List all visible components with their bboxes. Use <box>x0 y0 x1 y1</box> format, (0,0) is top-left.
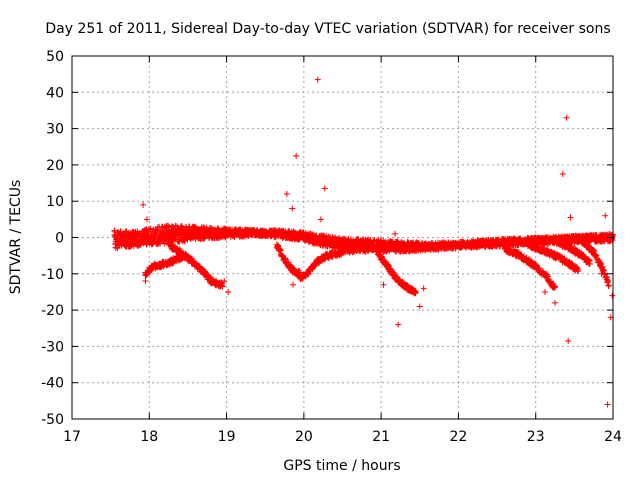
data-point <box>293 152 300 159</box>
y-tick-label: 50 <box>46 49 64 65</box>
series-arc-19.8 <box>273 241 303 279</box>
data-point <box>289 205 296 212</box>
data-point <box>321 185 328 192</box>
data-point <box>567 214 574 221</box>
y-tick-label: -30 <box>41 339 64 355</box>
data-point <box>609 292 616 299</box>
data-point <box>142 278 149 285</box>
y-tick-label: -40 <box>41 376 64 392</box>
series-arc-18.0 <box>142 251 187 279</box>
chart-title: Day 251 of 2011, Sidereal Day-to-day VTE… <box>45 21 610 37</box>
data-point <box>283 190 290 197</box>
y-axis-label: SDTVAR / TECUs <box>8 180 24 295</box>
data-point <box>290 281 297 288</box>
data-point <box>563 114 570 121</box>
grid <box>72 56 613 419</box>
series-band-early <box>111 222 616 255</box>
x-tick-label: 24 <box>604 429 622 445</box>
data-point <box>137 241 144 248</box>
y-tick-label: -20 <box>41 303 64 319</box>
data-point <box>541 288 548 295</box>
x-tick-label: 20 <box>295 429 313 445</box>
x-tick-label: 23 <box>527 429 545 445</box>
data-point <box>176 227 183 234</box>
data-point <box>225 288 232 295</box>
y-tick-label: 10 <box>46 194 64 210</box>
data-point <box>602 212 609 219</box>
y-tick-label: -50 <box>41 412 64 428</box>
data-point <box>392 230 399 237</box>
series-arc-18.5 <box>165 240 226 290</box>
data-point <box>314 76 321 83</box>
y-tick-label: -10 <box>41 267 64 283</box>
data-point <box>605 283 612 290</box>
series-arc-20.1 <box>296 243 361 283</box>
x-tick-label: 19 <box>218 429 236 445</box>
x-tick-label: 18 <box>140 429 158 445</box>
y-tick-label: 0 <box>55 231 64 247</box>
data-point <box>420 285 427 292</box>
data-point <box>395 321 402 328</box>
data-point <box>416 303 423 310</box>
y-tick-label: 40 <box>46 85 64 101</box>
data-point <box>140 201 147 208</box>
data-point <box>317 216 324 223</box>
series-arc-23.9 <box>579 237 612 290</box>
plot-area <box>111 76 616 408</box>
x-tick-label: 22 <box>450 429 468 445</box>
data-point <box>604 401 611 408</box>
data-point <box>552 299 559 306</box>
x-tick-label: 17 <box>63 429 81 445</box>
y-tick-label: 20 <box>46 158 64 174</box>
data-point <box>565 337 572 344</box>
x-tick-label: 21 <box>372 429 390 445</box>
y-tick-label: 30 <box>46 122 64 138</box>
x-axis-label: GPS time / hours <box>283 458 400 474</box>
data-point <box>559 170 566 177</box>
